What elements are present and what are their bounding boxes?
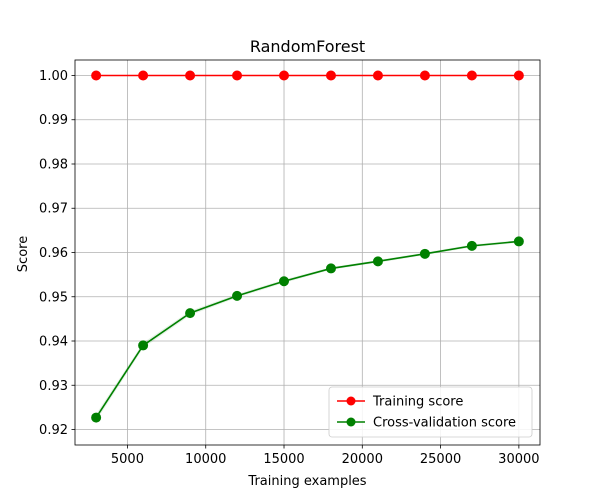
data-point-1 — [232, 290, 243, 301]
axes-frame — [74, 59, 541, 446]
x-tick-label: 10000 — [185, 452, 226, 467]
x-tick-label: 5000 — [111, 452, 144, 467]
x-tick-label: 25000 — [420, 452, 461, 467]
y-axis-label: Score — [16, 236, 31, 272]
legend-box — [328, 386, 533, 438]
legend-marker-1 — [346, 417, 356, 427]
data-point-0 — [513, 70, 524, 81]
data-point-1 — [185, 308, 196, 319]
data-point-0 — [138, 70, 149, 81]
data-point-0 — [419, 70, 430, 81]
y-tick-label: 0.94 — [39, 335, 68, 350]
data-point-1 — [279, 276, 290, 287]
legend-label-1: Cross-validation score — [373, 416, 516, 431]
legend: Training score Cross-validation score — [328, 386, 533, 438]
x-tick-label: 20000 — [342, 452, 383, 467]
legend-label-0: Training score — [372, 395, 463, 410]
y-tick-label: 0.95 — [39, 290, 68, 305]
data-point-1 — [513, 236, 524, 247]
y-tick-label: 0.93 — [39, 379, 68, 394]
y-tick-label: 0.96 — [39, 246, 68, 261]
x-tick-label: 30000 — [498, 452, 539, 467]
series-lines — [91, 70, 524, 423]
data-point-1 — [91, 412, 102, 423]
x-axis-label: Training examples — [247, 474, 366, 489]
data-point-1 — [325, 263, 336, 274]
data-point-0 — [279, 70, 290, 81]
data-point-0 — [372, 70, 383, 81]
legend-marker-0 — [346, 396, 356, 406]
series-line-1 — [95, 240, 519, 418]
data-point-0 — [325, 70, 336, 81]
data-point-0 — [185, 70, 196, 81]
x-tick-label: 15000 — [263, 452, 304, 467]
data-point-0 — [232, 70, 243, 81]
series-band-1 — [96, 240, 519, 422]
axes: 5000 10000 15000 20000 25000 30000 0.92 0.93 0.9… — [39, 59, 541, 467]
error-bands — [96, 240, 519, 422]
y-tick-label: 0.98 — [39, 157, 68, 172]
data-point-1 — [419, 248, 430, 259]
data-point-0 — [91, 70, 102, 81]
y-tick-label: 0.92 — [39, 423, 68, 438]
chart-title: RandomForest — [250, 37, 365, 56]
y-tick-label: 0.97 — [39, 202, 68, 217]
data-point-0 — [466, 70, 477, 81]
y-tick-label: 1.00 — [39, 69, 68, 84]
data-point-1 — [138, 340, 149, 351]
data-point-1 — [466, 240, 477, 251]
data-point-1 — [372, 256, 383, 267]
y-tick-label: 0.99 — [39, 113, 68, 128]
